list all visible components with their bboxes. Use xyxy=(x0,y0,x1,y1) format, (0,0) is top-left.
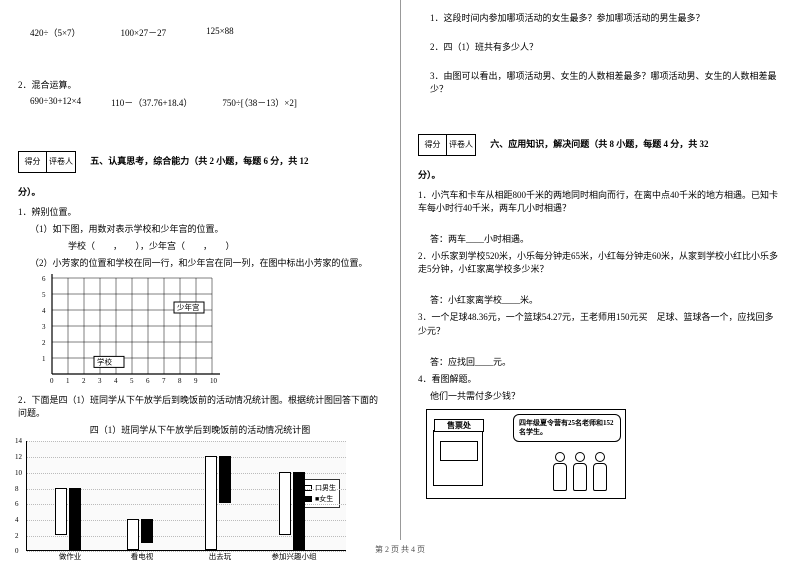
q51: 1．辨别位置。 xyxy=(18,206,382,219)
illustration: 售票处 四年级夏令营有25名老师和152名学生。 xyxy=(426,409,626,499)
w2: 2．小乐家到学校520米，小乐每分钟走65米，小红每分钟走60米，从家到学校小红… xyxy=(418,250,782,276)
w1: 1．小汽车和卡车从相距800千米的两地同时相向而行，在离中点40千米的地方相遇。… xyxy=(418,189,782,215)
expr-2: 100×27－27 xyxy=(121,26,167,39)
svg-text:学校: 学校 xyxy=(97,357,112,367)
bar-chart: 口男生 ■女生 02468101214做作业看电视出去玩参加兴趣小组 xyxy=(26,441,346,551)
svg-text:3: 3 xyxy=(42,323,46,331)
w3: 3．一个足球48.36元，一个篮球54.27元，王老师用150元买 足球、篮球各… xyxy=(418,311,782,337)
svg-text:5: 5 xyxy=(130,377,134,385)
svg-text:9: 9 xyxy=(194,377,198,385)
w4b: 他们一共需付多少钱？ xyxy=(430,390,782,403)
score-col-1b: 得分 xyxy=(419,135,447,155)
svg-text:1: 1 xyxy=(42,355,46,363)
svg-text:少年宫: 少年宫 xyxy=(177,302,200,312)
score-col-1: 得分 xyxy=(19,152,47,172)
legend-2: ■女生 xyxy=(315,494,333,504)
svg-text:7: 7 xyxy=(162,377,166,385)
r3: 3．由图可以看出，哪项活动男、女生的人数相差最多？哪项活动男、女生的人数相差最少… xyxy=(430,70,782,96)
left-column: 420÷（5×7） 100×27－27 125×88 2．混合运算。 690÷3… xyxy=(0,0,400,540)
q2-label: 2．混合运算。 xyxy=(18,79,382,92)
q51b: （2）小芳家的位置和学校在同一行，和少年宫在同一列，在图中标出小芳家的位置。 xyxy=(30,257,382,270)
svg-text:2: 2 xyxy=(42,339,46,347)
speech-bubble: 四年级夏令营有25名老师和152名学生。 xyxy=(513,414,621,442)
expr-5: 110－（37.76+18.4） xyxy=(111,96,192,109)
score-grid-6: 得分 评卷人 xyxy=(418,134,476,156)
section-5-title-b: 分）。 xyxy=(18,185,382,198)
q51a: （1）如下图，用数对表示学校和少年宫的位置。 xyxy=(30,223,382,236)
r2: 2．四（1）班共有多少人？ xyxy=(430,41,782,54)
position-grid: 0 1 2 3 4 5 6 7 8 9 10 1 2 3 4 5 6 少年宫学校 xyxy=(34,274,382,388)
r1: 1．这段时间内参加哪项活动的女生最多？参加哪项活动的男生最多？ xyxy=(430,12,782,25)
bar-title: 四（1）班同学从下午放学后到晚饭前的活动情况统计图 xyxy=(18,424,382,437)
expressions-row-1: 420÷（5×7） 100×27－27 125×88 xyxy=(18,26,382,39)
w1a: 答：两车____小时相遇。 xyxy=(430,233,782,246)
svg-text:1: 1 xyxy=(66,377,70,385)
score-col-2b: 评卷人 xyxy=(447,135,475,155)
svg-text:10: 10 xyxy=(210,377,218,385)
svg-text:5: 5 xyxy=(42,291,46,299)
expressions-row-2: 690÷30+12×4 110－（37.76+18.4） 750÷[（38－13… xyxy=(18,96,382,109)
right-column: 1．这段时间内参加哪项活动的女生最多？参加哪项活动的男生最多？ 2．四（1）班共… xyxy=(400,0,800,540)
svg-text:3: 3 xyxy=(98,377,102,385)
svg-text:2: 2 xyxy=(82,377,86,385)
q52: 2．下面是四（1）班同学从下午放学后到晚饭前的活动情况统计图。根据统计图回答下面… xyxy=(18,394,382,420)
svg-text:4: 4 xyxy=(42,307,46,315)
score-grid-5: 得分 评卷人 xyxy=(18,151,76,173)
svg-text:4: 4 xyxy=(114,377,118,385)
q51a-line: 学校（ ， ），少年宫（ ， ） xyxy=(68,240,382,253)
expr-1: 420÷（5×7） xyxy=(30,26,81,39)
section-5-title: 五、认真思考，综合能力（共 2 小题，每题 6 分，共 12 xyxy=(90,156,308,166)
w2a: 答：小红家离学校____米。 xyxy=(430,294,782,307)
booth-sign: 售票处 xyxy=(434,419,484,432)
score-col-2: 评卷人 xyxy=(47,152,75,172)
w4: 4．看图解题。 xyxy=(418,373,782,386)
section-6-title: 六、应用知识，解决问题（共 8 小题，每题 4 分，共 32 xyxy=(490,139,708,149)
w3a: 答：应找回____元。 xyxy=(430,356,782,369)
expr-3: 125×88 xyxy=(206,26,234,39)
booth: 售票处 xyxy=(433,430,483,486)
section-6-title-b: 分）。 xyxy=(418,168,782,181)
svg-text:6: 6 xyxy=(42,275,46,283)
expr-6: 750÷[（38－13）×2] xyxy=(222,96,297,109)
page-container: 420÷（5×7） 100×27－27 125×88 2．混合运算。 690÷3… xyxy=(0,0,800,540)
svg-text:8: 8 xyxy=(178,377,182,385)
svg-text:6: 6 xyxy=(146,377,150,385)
people-icon xyxy=(551,452,609,496)
expr-4: 690÷30+12×4 xyxy=(30,96,81,109)
svg-text:0: 0 xyxy=(50,377,54,385)
